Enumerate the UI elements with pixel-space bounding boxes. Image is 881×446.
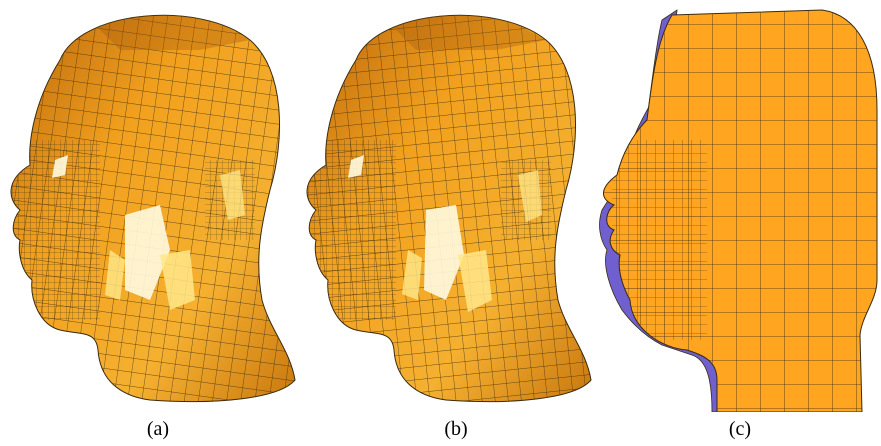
caption-b: (b)	[444, 418, 468, 440]
panel-c-cross-section	[592, 0, 881, 412]
cross-section-mesh-image	[599, 9, 878, 412]
panel-a-mesh-head	[0, 0, 300, 412]
caption-a: (a)	[146, 418, 170, 440]
panel-b-mesh-head	[296, 0, 596, 412]
head-mesh-image-a	[10, 14, 296, 403]
head-mesh-image-b	[306, 14, 592, 403]
caption-c: (c)	[728, 418, 752, 440]
